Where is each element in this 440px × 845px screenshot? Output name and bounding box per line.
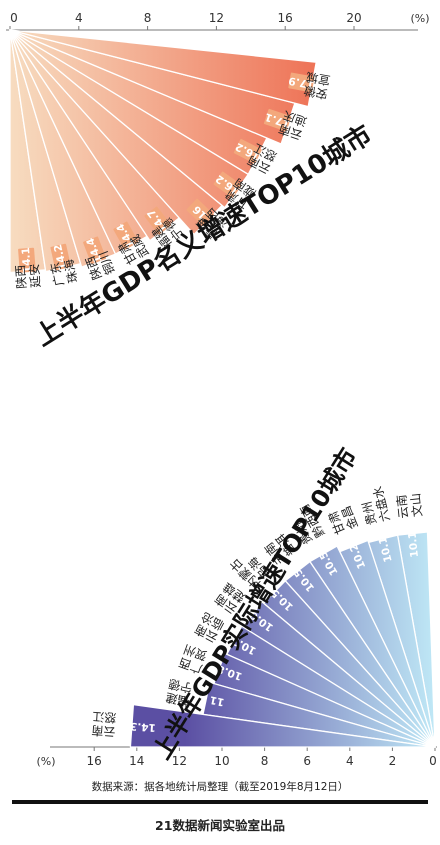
top-value-label: 17.1 bbox=[263, 108, 292, 132]
svg-text:14.3: 14.3 bbox=[130, 720, 157, 734]
top-value-label: 14.2 bbox=[50, 243, 71, 271]
svg-text:文山: 文山 bbox=[407, 492, 424, 517]
svg-text:宣城: 宣城 bbox=[305, 69, 331, 88]
svg-text:14.2: 14.2 bbox=[52, 243, 69, 271]
bottom-value-label: 10.1 bbox=[406, 531, 421, 558]
publisher-credit: 21数据新闻实验室出品 bbox=[155, 818, 285, 833]
top-value-label: 14.4 bbox=[83, 236, 107, 265]
top-value-label: 17.9 bbox=[288, 72, 316, 93]
bottom-axis-tick-label: 6 bbox=[303, 754, 311, 768]
svg-text:17.9: 17.9 bbox=[288, 74, 316, 90]
real-growth-chart: 16 14 12 10 8 6 4 2 0(%) 10.1云南文山10.1贵州六盘水10.2甘肃… bbox=[36, 443, 437, 768]
svg-text:云南: 云南 bbox=[91, 723, 116, 740]
top-axis: 0 4 8 12 16 20 (%) bbox=[6, 11, 430, 31]
svg-text:陕西: 陕西 bbox=[12, 264, 29, 289]
svg-text:广东: 广东 bbox=[48, 261, 67, 287]
top-axis-tick-label: 16 bbox=[278, 11, 293, 25]
bottom-axis-tick-label: 12 bbox=[172, 754, 187, 768]
svg-text:延安: 延安 bbox=[26, 263, 43, 288]
bottom-axis-tick-label: 16 bbox=[87, 754, 102, 768]
svg-text:福建: 福建 bbox=[164, 690, 191, 710]
top-axis-tick-label: 12 bbox=[209, 11, 224, 25]
top-axis-tick-label: 4 bbox=[75, 11, 83, 25]
svg-text:云南: 云南 bbox=[277, 121, 305, 143]
svg-text:安徽: 安徽 bbox=[303, 83, 329, 102]
svg-text:贵州: 贵州 bbox=[360, 500, 379, 527]
bottom-axis: 16 14 12 10 8 6 4 2 0 (%) bbox=[36, 746, 437, 768]
bottom-axis-tick-label: 2 bbox=[389, 754, 397, 768]
bottom-axis-tick-label: 14 bbox=[129, 754, 144, 768]
top-axis-tick-label: 0 bbox=[10, 11, 18, 25]
svg-text:怒江: 怒江 bbox=[92, 709, 117, 726]
bottom-value-label: 11 bbox=[209, 693, 226, 708]
top-axis-unit: (%) bbox=[410, 12, 429, 25]
bottom-axis-tick-label: 8 bbox=[261, 754, 269, 768]
data-source-note: 数据来源：据各地统计局整理（截至2019年8月12日） bbox=[91, 781, 349, 793]
bottom-axis-unit: (%) bbox=[36, 755, 55, 768]
footer-divider bbox=[12, 800, 428, 804]
bottom-axis-tick-label: 4 bbox=[346, 754, 354, 768]
svg-text:10.1: 10.1 bbox=[406, 531, 421, 558]
svg-text:云南: 云南 bbox=[393, 494, 410, 519]
top-axis-tick-label: 8 bbox=[144, 11, 152, 25]
top-value-label: 16 bbox=[186, 198, 214, 227]
bottom-value-label: 14.3 bbox=[130, 720, 157, 734]
top-value-label: 14.1 bbox=[18, 247, 36, 274]
bottom-bars bbox=[129, 531, 436, 748]
svg-text:宁德: 宁德 bbox=[167, 676, 194, 696]
nominal-growth-chart: 0 4 8 12 16 20 (%) 14.1陕西延安14.2广东珠海14.4陕西铜川14.… bbox=[6, 11, 430, 353]
bottom-bar bbox=[129, 703, 436, 748]
top-axis-tick-label: 20 bbox=[346, 11, 361, 25]
svg-text:珠海: 珠海 bbox=[61, 258, 81, 285]
bottom-axis-tick-label: 0 bbox=[429, 754, 437, 768]
bottom-axis-tick-label: 10 bbox=[214, 754, 229, 768]
svg-text:11: 11 bbox=[209, 693, 226, 708]
svg-text:14.1: 14.1 bbox=[20, 247, 34, 274]
top-city-labels: 14.1陕西延安14.2广东珠海14.4陕西铜川14.4甘肃武威14.7福建宁德… bbox=[12, 69, 331, 289]
